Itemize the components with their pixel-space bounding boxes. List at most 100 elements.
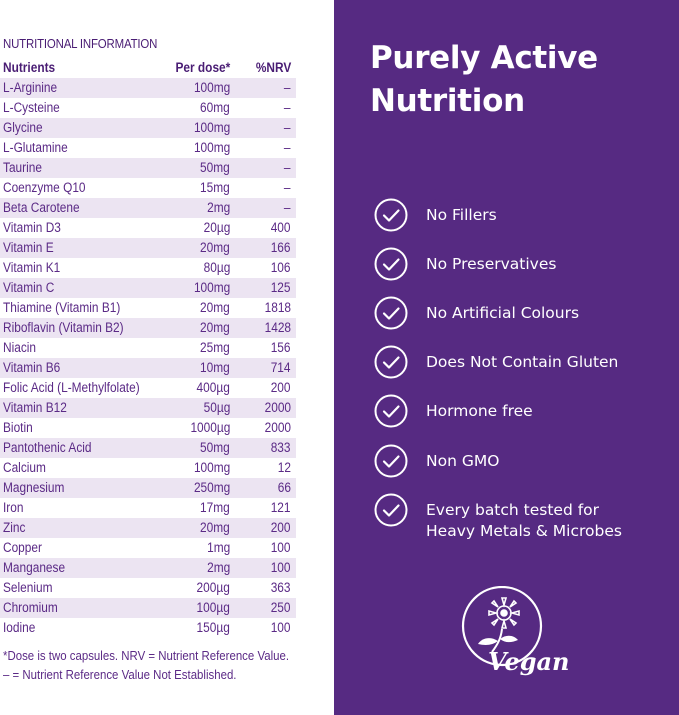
nutrient-dose: 2mg (206, 560, 230, 575)
nutrient-dose: 100mg (193, 80, 230, 95)
nutrient-nrv: 100 (271, 540, 291, 555)
nutrient-nrv: 400 (271, 220, 291, 235)
nutrient-dose: 15mg (200, 180, 230, 195)
header-nrv: %NRV (255, 60, 291, 75)
promo-panel: Purely Active Nutrition No Fillers No Pre… (334, 0, 679, 715)
nutrient-nrv: 1818 (264, 300, 291, 315)
feature-label-line-1: Does Not Contain Gluten (426, 353, 619, 371)
vegan-logo-text: Vegan (488, 647, 568, 676)
nutrient-nrv: – (284, 140, 291, 155)
nutrient-nrv: 363 (271, 580, 291, 595)
nutrient-nrv: 100 (271, 560, 291, 575)
nutrient-name: Glycine (3, 120, 43, 135)
nutrient-nrv: 125 (271, 280, 291, 295)
nutrient-dose: 20mg (200, 320, 230, 335)
nutrient-name: Iron (3, 500, 24, 515)
nutrient-nrv: – (284, 80, 291, 95)
nutrient-nrv: – (284, 200, 291, 215)
table-row: Taurine 50mg – (0, 158, 296, 178)
nutrition-panel: NUTRITIONAL INFORMATION Nutrients Per do… (0, 0, 334, 715)
nutrient-nrv: 2000 (264, 400, 291, 415)
nutrient-name: Vitamin C (3, 280, 55, 295)
nutrient-nrv: 166 (271, 240, 291, 255)
table-row: Vitamin K1 80µg 106 (0, 258, 296, 278)
feature-item: Every batch tested for Heavy Metals & Mic… (374, 493, 674, 540)
table-row: Copper 1mg 100 (0, 538, 296, 558)
feature-label-line-1: Hormone free (426, 402, 533, 420)
nutrient-dose: 200µg (196, 580, 230, 595)
nutrient-nrv: 833 (271, 440, 291, 455)
table-row: Vitamin B12 50µg 2000 (0, 398, 296, 418)
table-row: Riboflavin (Vitamin B2) 20mg 1428 (0, 318, 296, 338)
nutrient-nrv: 250 (271, 600, 291, 615)
nutrient-dose: 400µg (196, 380, 230, 395)
nutrient-nrv: – (284, 160, 291, 175)
nutrient-name: Iodine (3, 620, 36, 635)
nutrient-dose: 20mg (200, 240, 230, 255)
nutrition-title: NUTRITIONAL INFORMATION (3, 36, 158, 51)
nutrient-dose: 20mg (200, 300, 230, 315)
nutrient-name: Vitamin D3 (3, 220, 61, 235)
nutrient-dose: 100mg (193, 280, 230, 295)
nutrient-name: Taurine (3, 160, 42, 175)
nutrient-dose: 50µg (203, 400, 230, 415)
table-row: L-Glutamine 100mg – (0, 138, 296, 158)
feature-label-line-1: Every batch tested for (426, 501, 600, 519)
feature-label: Every batch tested for Heavy Metals & Mic… (426, 500, 622, 542)
nutrient-name: Coenzyme Q10 (3, 180, 86, 195)
nutrient-name: Chromium (3, 600, 58, 615)
nutrient-nrv: 1428 (264, 320, 291, 335)
table-row: Thiamine (Vitamin B1) 20mg 1818 (0, 298, 296, 318)
nutrient-nrv: – (284, 120, 291, 135)
table-row: Niacin 25mg 156 (0, 338, 296, 358)
nutrient-name: Vitamin B12 (3, 400, 67, 415)
feature-label: No Fillers (426, 205, 497, 226)
feature-label-line-1: Non GMO (426, 452, 500, 470)
nutrient-dose: 25mg (200, 340, 230, 355)
check-circle-icon (374, 296, 408, 330)
feature-label-line-1: No Artificial Colours (426, 304, 580, 322)
nutrient-name: L-Cysteine (3, 100, 60, 115)
nutrient-name: Magnesium (3, 480, 65, 495)
table-row: Folic Acid (L-Methylfolate) 400µg 200 (0, 378, 296, 398)
nutrient-nrv: 121 (271, 500, 291, 515)
feature-label-line-2: Heavy Metals & Microbes (426, 522, 622, 540)
table-row: Calcium 100mg 12 (0, 458, 296, 478)
nutrient-name: Copper (3, 540, 42, 555)
nutrient-nrv: 200 (271, 380, 291, 395)
nutrient-name: Vitamin K1 (3, 260, 61, 275)
footnote: *Dose is two capsules. NRV = Nutrient Re… (3, 646, 289, 684)
feature-label: No Preservatives (426, 254, 556, 275)
table-row: Vitamin C 100mg 125 (0, 278, 296, 298)
nutrition-table: Nutrients Per dose* %NRV L-Arginine 100mg… (0, 58, 296, 638)
nutrient-name: Niacin (3, 340, 37, 355)
table-row: Pantothenic Acid 50mg 833 (0, 438, 296, 458)
header-per-dose: Per dose* (175, 60, 230, 75)
check-circle-icon (374, 444, 408, 478)
nutrient-name: Zinc (3, 520, 26, 535)
feature-item: No Artificial Colours (374, 296, 674, 332)
nutrient-name: Thiamine (Vitamin B1) (3, 300, 121, 315)
table-row: Magnesium 250mg 66 (0, 478, 296, 498)
nutrient-dose: 100mg (193, 460, 230, 475)
table-row: Iodine 150µg 100 (0, 618, 296, 638)
nutrient-dose: 80µg (203, 260, 230, 275)
nutrient-nrv: 100 (271, 620, 291, 635)
nutrient-dose: 100mg (193, 120, 230, 135)
nutrient-dose: 50mg (200, 440, 230, 455)
nutrient-name: Biotin (3, 420, 33, 435)
check-circle-icon (374, 394, 408, 428)
nutrient-nrv: 66 (277, 480, 291, 495)
table-row: Vitamin E 20mg 166 (0, 238, 296, 258)
nutrient-nrv: 156 (271, 340, 291, 355)
table-row: Zinc 20mg 200 (0, 518, 296, 538)
table-row: Selenium 200µg 363 (0, 578, 296, 598)
feature-label: Non GMO (426, 451, 499, 472)
check-circle-icon (374, 198, 408, 232)
table-row: L-Arginine 100mg – (0, 78, 296, 98)
table-row: Manganese 2mg 100 (0, 558, 296, 578)
nutrient-nrv: 2000 (264, 420, 291, 435)
nutrient-name: Manganese (3, 560, 66, 575)
nutrient-dose: 50mg (200, 160, 230, 175)
nutrient-nrv: – (284, 180, 291, 195)
